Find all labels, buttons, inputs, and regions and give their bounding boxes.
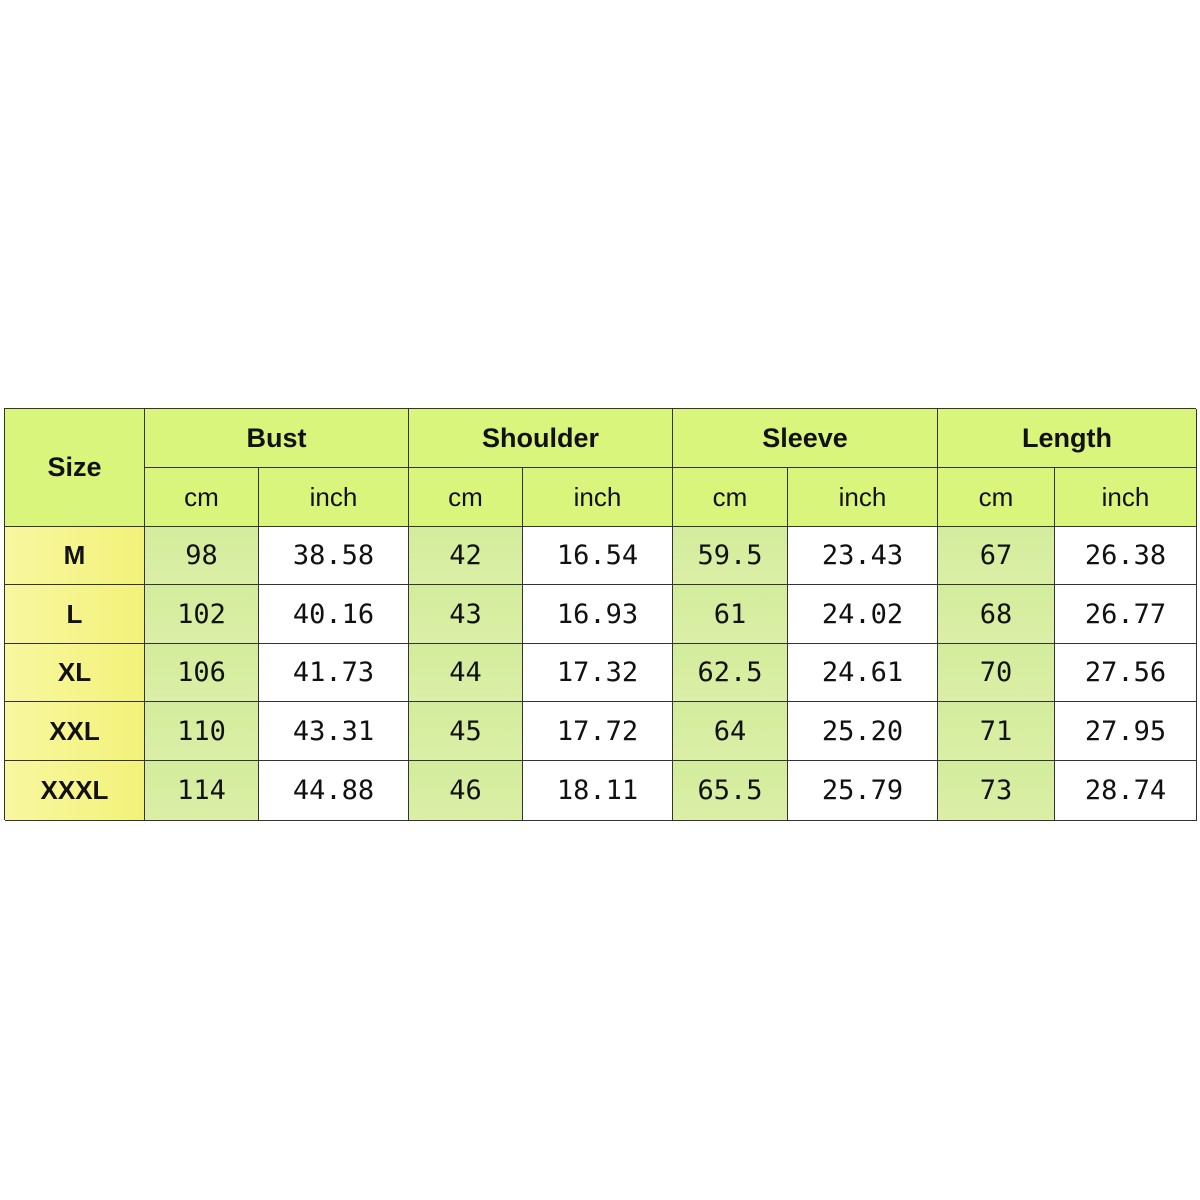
measurement: 43.31 [259,702,409,761]
measurement: 42 [409,527,523,585]
group-header: Sleeve [673,409,938,468]
measurement: 38.58 [259,527,409,585]
measurement: 43 [409,585,523,644]
measurement: 44 [409,644,523,702]
measurement: 24.61 [788,644,938,702]
measurement: 27.95 [1055,702,1197,761]
group-header: Shoulder [409,409,673,468]
measurement: 44.88 [259,761,409,821]
measurement: 71 [938,702,1055,761]
measurement: 62.5 [673,644,788,702]
measurement: 40.16 [259,585,409,644]
measurement: 114 [145,761,259,821]
measurement: 73 [938,761,1055,821]
measurement: 64 [673,702,788,761]
measurement: 25.20 [788,702,938,761]
group-header: Length [938,409,1197,468]
size-table: Size Bust Shoulder Sleeve Length cm inch cm inch… [4,408,1197,821]
measurement: 27.56 [1055,644,1197,702]
unit-header: cm [409,468,523,527]
measurement: 65.5 [673,761,788,821]
measurement: 24.02 [788,585,938,644]
measurement: 17.72 [523,702,673,761]
measurement: 28.74 [1055,761,1197,821]
size-label: M [5,527,145,585]
measurement: 67 [938,527,1055,585]
measurement: 106 [145,644,259,702]
measurement: 98 [145,527,259,585]
unit-header: cm [938,468,1055,527]
measurement: 110 [145,702,259,761]
measurement: 59.5 [673,527,788,585]
measurement: 23.43 [788,527,938,585]
measurement: 26.38 [1055,527,1197,585]
measurement: 46 [409,761,523,821]
measurement: 41.73 [259,644,409,702]
unit-header: inch [523,468,673,527]
size-label: XXXL [5,761,145,821]
group-header: Bust [145,409,409,468]
unit-header: inch [259,468,409,527]
measurement: 102 [145,585,259,644]
unit-header: cm [145,468,259,527]
measurement: 16.93 [523,585,673,644]
size-label: XL [5,644,145,702]
size-label: XXL [5,702,145,761]
measurement: 45 [409,702,523,761]
unit-header: cm [673,468,788,527]
measurement: 70 [938,644,1055,702]
measurement: 25.79 [788,761,938,821]
measurement: 16.54 [523,527,673,585]
measurement: 68 [938,585,1055,644]
measurement: 17.32 [523,644,673,702]
unit-header: inch [1055,468,1197,527]
corner-header: Size [5,409,145,527]
measurement: 26.77 [1055,585,1197,644]
measurement: 61 [673,585,788,644]
unit-header: inch [788,468,938,527]
size-label: L [5,585,145,644]
measurement: 18.11 [523,761,673,821]
